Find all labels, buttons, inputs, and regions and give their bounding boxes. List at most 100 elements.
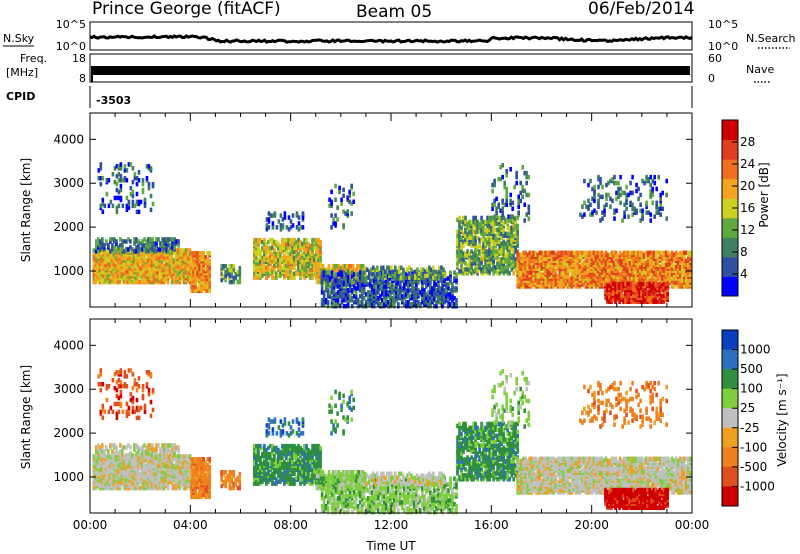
power-cell xyxy=(437,286,440,291)
power-cell xyxy=(496,255,499,260)
power-cell xyxy=(472,251,475,256)
power-cell xyxy=(527,216,531,221)
power-cell xyxy=(478,221,481,227)
power-cell xyxy=(319,257,322,263)
power-cell xyxy=(340,270,344,275)
power-cell xyxy=(332,290,336,295)
power-cell xyxy=(299,271,302,276)
power-cell xyxy=(342,298,346,303)
power-cell xyxy=(480,237,483,242)
power-cell xyxy=(137,170,141,175)
power-cell xyxy=(486,235,489,240)
power-cell xyxy=(159,247,162,252)
power-cell xyxy=(502,227,505,233)
power-cell xyxy=(363,273,367,279)
power-cell xyxy=(350,303,354,309)
power-cell xyxy=(190,251,193,256)
power-cell xyxy=(190,274,193,280)
power-cell xyxy=(147,241,150,246)
power-cell xyxy=(172,250,176,255)
power-cell xyxy=(115,209,119,215)
power-cell xyxy=(116,254,120,259)
power-cell xyxy=(228,264,232,269)
power-cell xyxy=(230,273,234,279)
power-cell xyxy=(480,215,483,221)
power-cell xyxy=(129,185,133,191)
power-cell xyxy=(397,280,400,285)
power-cell xyxy=(137,239,140,244)
power-cell xyxy=(309,253,312,259)
power-cell xyxy=(493,182,496,188)
power-cell xyxy=(277,219,281,224)
power-cell xyxy=(405,280,408,285)
power-cell xyxy=(488,215,491,221)
power-cell xyxy=(464,233,467,238)
power-cell xyxy=(208,258,211,264)
power-cell xyxy=(137,243,140,248)
power-cell xyxy=(455,272,458,277)
power-cell xyxy=(506,269,509,274)
power-cell xyxy=(350,280,354,285)
power-cell xyxy=(117,189,121,195)
power-cell xyxy=(305,237,308,243)
power-cell xyxy=(488,247,491,252)
power-cell xyxy=(396,273,399,278)
power-cell xyxy=(466,241,469,246)
power-cell xyxy=(341,264,345,269)
power-cell xyxy=(409,278,412,283)
power-cell xyxy=(163,237,166,242)
power-cell xyxy=(394,273,397,278)
power-cell xyxy=(334,221,337,226)
power-cell xyxy=(335,264,339,269)
power-cell xyxy=(125,195,129,201)
power-cell xyxy=(482,243,485,248)
power-cell xyxy=(449,302,452,307)
power-cell xyxy=(330,274,334,279)
power-cell xyxy=(501,206,504,211)
power-cell xyxy=(500,241,503,246)
power-cell xyxy=(305,269,308,274)
power-cell xyxy=(176,271,180,277)
power-cell xyxy=(516,235,519,240)
power-cell xyxy=(313,257,316,263)
power-cell xyxy=(505,190,508,196)
power-cell xyxy=(513,184,516,190)
power-cell xyxy=(107,178,111,183)
power-cell xyxy=(342,280,346,285)
power-cell xyxy=(337,267,341,273)
power-cell xyxy=(168,264,172,269)
power-cell xyxy=(321,264,325,269)
power-cell xyxy=(363,266,367,271)
power-cell xyxy=(271,265,274,270)
power-cell xyxy=(143,203,147,209)
power-cell xyxy=(204,266,207,272)
power-cell xyxy=(137,209,141,215)
power-cell xyxy=(198,264,201,270)
power-cell xyxy=(342,288,346,293)
power-cell xyxy=(468,235,471,240)
power-cell xyxy=(433,282,436,287)
power-cell xyxy=(443,288,446,293)
power-cell xyxy=(125,203,129,209)
power-cell xyxy=(281,255,284,261)
power-cell xyxy=(490,261,493,266)
power-cell xyxy=(147,181,151,187)
power-cell xyxy=(360,272,364,277)
power-cell xyxy=(334,282,338,287)
power-cell xyxy=(494,265,497,270)
power-cell xyxy=(354,280,358,285)
power-cell xyxy=(317,263,320,268)
power-cell xyxy=(165,237,168,242)
power-cell xyxy=(118,273,122,279)
power-cell xyxy=(110,252,114,257)
power-cell xyxy=(385,300,388,305)
power-cell xyxy=(348,199,351,204)
power-cell xyxy=(257,237,260,243)
power-cell xyxy=(162,264,166,269)
power-cell xyxy=(417,300,420,305)
power-cell xyxy=(330,213,333,218)
power-cell xyxy=(451,302,454,307)
power-cell xyxy=(313,261,316,267)
power-cell xyxy=(443,300,446,305)
power-cell xyxy=(389,276,392,281)
